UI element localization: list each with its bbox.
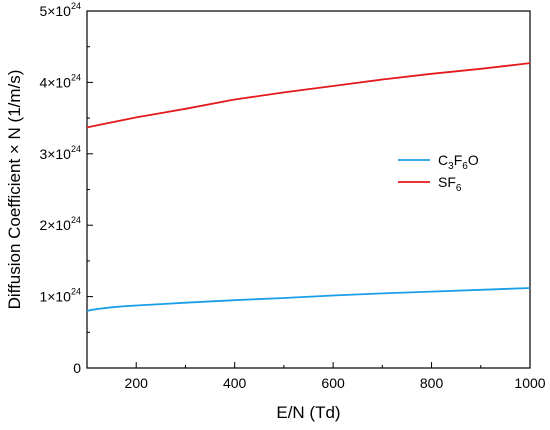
x-tick-label: 800 [420,375,444,391]
x-tick-label: 600 [321,375,345,391]
y-tick-label: 5×1024 [39,1,81,19]
y-tick-label: 3×1024 [39,144,81,162]
legend-label: SF6​ [438,174,462,194]
series-layer [86,62,531,312]
y-axis-title: Diffusion Coefficient × N (1/m/s) [5,70,24,310]
series-line-c3f6o [86,287,531,312]
x-axis-title: E/N (Td) [276,403,340,422]
x-axis-ticks: 200 400 600 800 1000 [86,362,546,391]
y-tick-label: 0 [73,360,81,376]
x-tick-label: 400 [223,375,247,391]
x-tick-label: 1000 [514,375,545,391]
y-tick-label: 1×1024 [39,287,81,305]
legend-label: C3​F6​O [438,152,479,172]
series-line-sf6 [86,62,531,129]
y-tick-label: 4×1024 [39,72,81,90]
y-axis-ticks: 0 1×1024 2×1024 3×1024 4×1024 5×1024 [39,1,93,376]
y-tick-label: 2×1024 [39,215,81,233]
x-tick-label: 200 [125,375,149,391]
plot-frame [86,10,531,369]
plot-border [86,10,531,369]
